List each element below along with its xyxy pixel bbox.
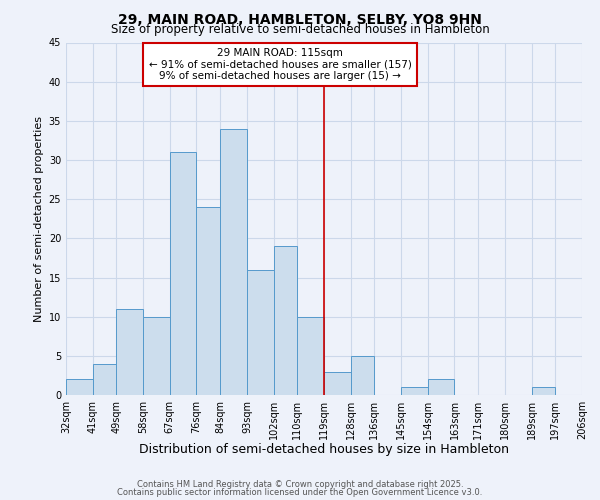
Bar [298, 316, 324, 395]
Bar [428, 380, 454, 395]
Text: Size of property relative to semi-detached houses in Hambleton: Size of property relative to semi-detach… [110, 22, 490, 36]
Bar [66, 380, 92, 395]
Bar [401, 387, 428, 395]
Bar [220, 128, 247, 395]
Bar [532, 387, 556, 395]
Bar [92, 364, 116, 395]
X-axis label: Distribution of semi-detached houses by size in Hambleton: Distribution of semi-detached houses by … [139, 444, 509, 456]
Bar [274, 246, 298, 395]
Bar [350, 356, 374, 395]
Text: 29 MAIN ROAD: 115sqm
← 91% of semi-detached houses are smaller (157)
9% of semi-: 29 MAIN ROAD: 115sqm ← 91% of semi-detac… [149, 48, 412, 81]
Bar [247, 270, 274, 395]
Text: 29, MAIN ROAD, HAMBLETON, SELBY, YO8 9HN: 29, MAIN ROAD, HAMBLETON, SELBY, YO8 9HN [118, 12, 482, 26]
Bar [196, 207, 220, 395]
Bar [143, 316, 170, 395]
Bar [324, 372, 350, 395]
Text: Contains public sector information licensed under the Open Government Licence v3: Contains public sector information licen… [118, 488, 482, 497]
Bar [116, 309, 143, 395]
Y-axis label: Number of semi-detached properties: Number of semi-detached properties [34, 116, 44, 322]
Text: Contains HM Land Registry data © Crown copyright and database right 2025.: Contains HM Land Registry data © Crown c… [137, 480, 463, 489]
Bar [170, 152, 196, 395]
